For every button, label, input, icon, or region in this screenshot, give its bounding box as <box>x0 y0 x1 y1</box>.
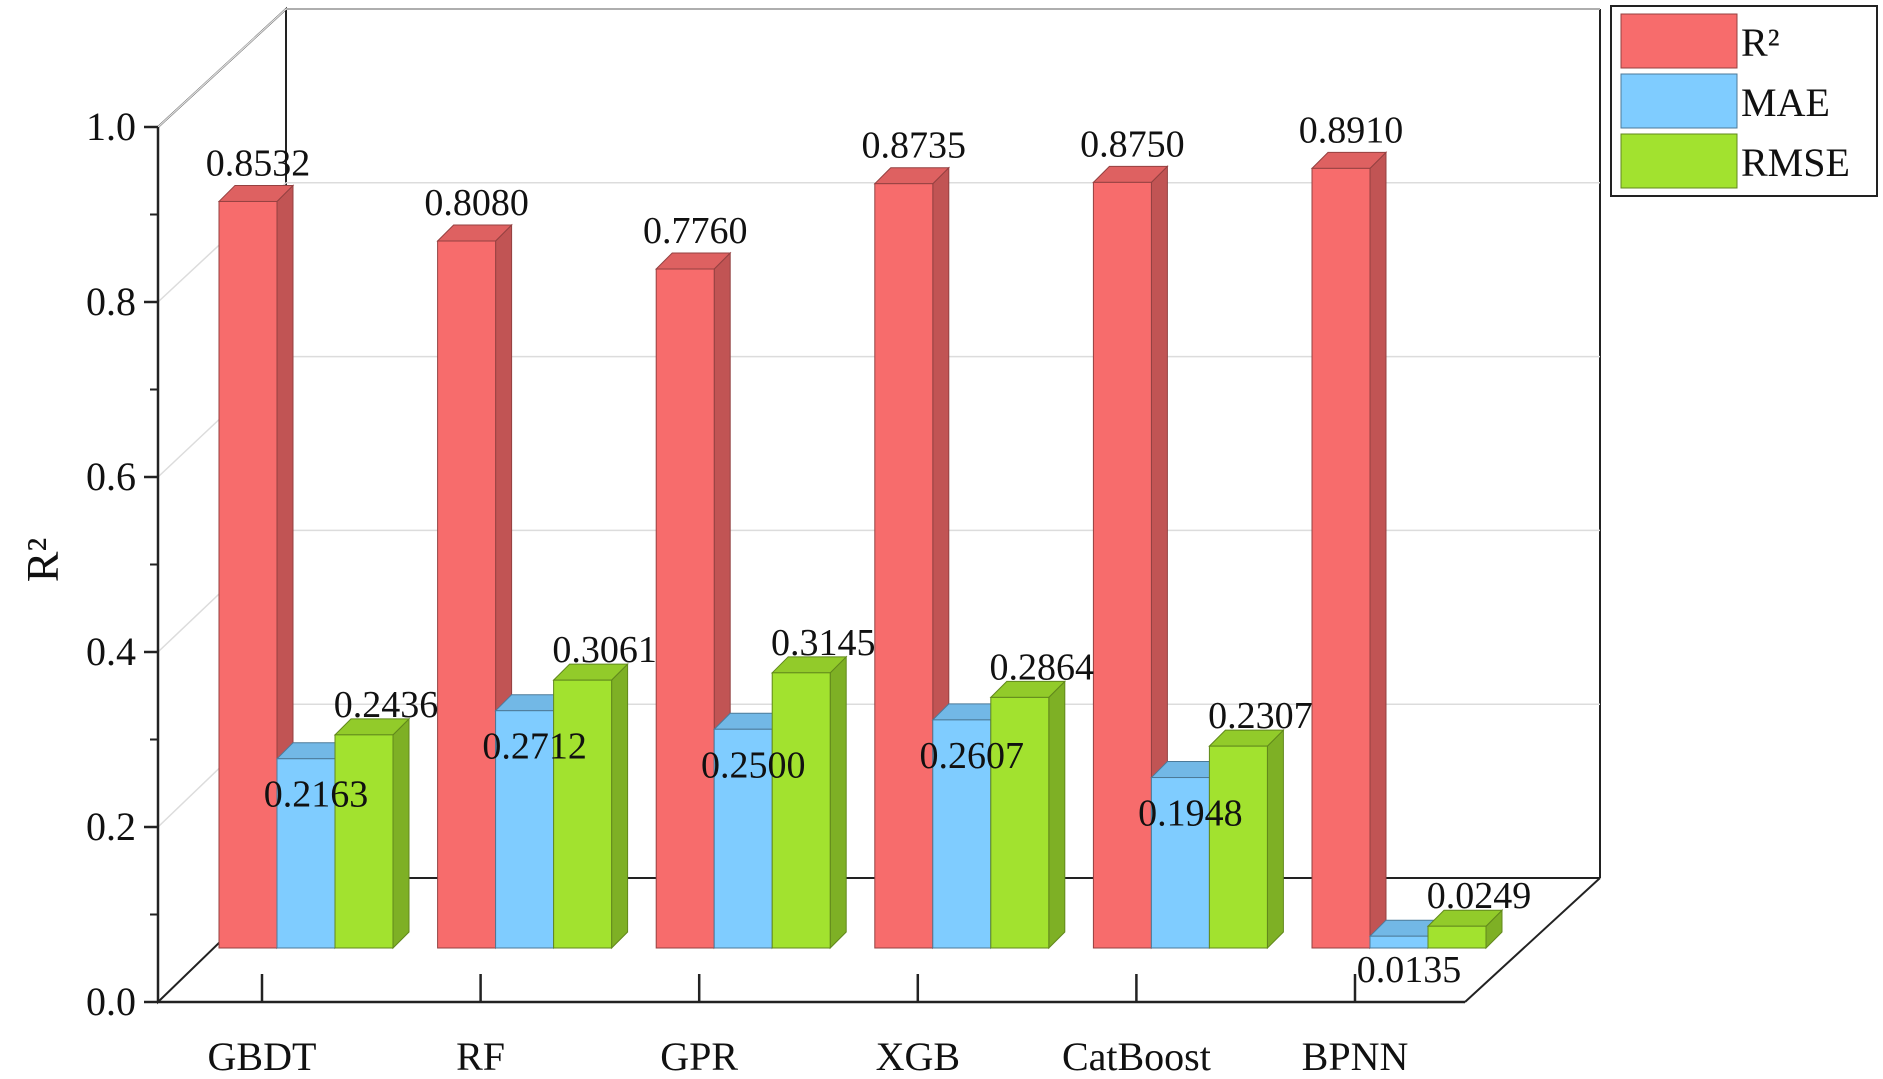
data-label-bpnn-r2: 0.8910 <box>1299 109 1404 151</box>
bar-side <box>1369 151 1387 950</box>
data-label-xgb-r2: 0.8735 <box>862 125 967 167</box>
bar-front <box>1150 777 1210 949</box>
bar-rf-r2 <box>436 223 513 950</box>
floor-right-edge <box>1464 877 1601 1003</box>
x-tick-label-2: GPR <box>660 1034 738 1079</box>
legend: R² MAE RMSE <box>1610 5 1878 197</box>
y-axis: 0.0 0.2 0.4 0.6 0.8 1.0 <box>86 104 158 1024</box>
data-label-gpr-r2: 0.7760 <box>643 210 748 252</box>
y-tick-label-3: 0.6 <box>86 454 136 499</box>
gridline-left-5 <box>157 8 287 128</box>
x-tick-label-5: BPNN <box>1302 1034 1409 1079</box>
bar-front <box>1311 167 1371 949</box>
data-label-rf-r2: 0.8080 <box>424 182 529 224</box>
x-axis: GBDT RF GPR XGB CatBoost BPNN <box>208 974 1409 1079</box>
bar-front <box>713 728 773 949</box>
data-label-xgb-rmse: 0.2864 <box>990 646 1095 688</box>
y-tick-label-2: 0.4 <box>86 629 136 674</box>
bar-front <box>874 183 934 949</box>
bar-gbdt-rmse <box>333 717 411 950</box>
bar-side <box>829 655 847 950</box>
y-tick-label-1: 0.2 <box>86 804 136 849</box>
bar-gpr-rmse <box>770 655 848 950</box>
bar-bpnn-rmse <box>1426 909 1504 950</box>
x-tick-label-3: XGB <box>876 1034 960 1079</box>
bar-front <box>1208 745 1268 949</box>
data-label-xgb-mae: 0.2607 <box>920 735 1025 777</box>
y-tick-label-4: 0.8 <box>86 279 136 324</box>
data-label-rf-rmse: 0.3061 <box>552 629 657 671</box>
bar-front <box>771 672 831 949</box>
bar-front <box>334 734 394 949</box>
data-labels: 0.8532 0.2163 0.2436 0.8080 0.2712 0.3061 0.77… <box>206 109 1532 991</box>
bar-front <box>218 200 278 949</box>
legend-label-mae: MAE <box>1741 80 1830 125</box>
bar-side <box>1048 680 1066 950</box>
bar-rf-rmse <box>552 662 629 950</box>
data-label-gbdt-mae: 0.2163 <box>264 774 369 816</box>
legend-swatch-rmse <box>1620 133 1738 189</box>
x-tick-label-1: RF <box>456 1034 505 1079</box>
bar-front <box>437 240 497 949</box>
bar-catboost-rmse <box>1208 728 1285 950</box>
legend-swatch-mae <box>1620 73 1738 129</box>
x-tick-label-4: CatBoost <box>1062 1034 1211 1079</box>
bar-xgb-rmse <box>989 680 1067 950</box>
data-label-catboost-rmse: 0.2307 <box>1208 695 1313 737</box>
data-label-catboost-r2: 0.8750 <box>1080 123 1185 165</box>
legend-swatch-r2 <box>1620 13 1738 69</box>
bar-front <box>990 696 1050 949</box>
data-label-gpr-rmse: 0.3145 <box>771 622 876 664</box>
bar-bpnn-r2 <box>1310 151 1388 950</box>
data-label-gbdt-r2: 0.8532 <box>206 142 311 184</box>
data-label-catboost-mae: 0.1948 <box>1138 793 1243 835</box>
x-tick-label-0: GBDT <box>208 1034 317 1079</box>
bar-front <box>655 268 715 949</box>
data-label-bpnn-mae: 0.0135 <box>1357 949 1462 991</box>
bar-front <box>932 719 992 949</box>
bar-front <box>553 679 613 949</box>
bar-front <box>1092 181 1152 949</box>
bar-front <box>1369 935 1429 949</box>
bar-catboost-r2 <box>1092 165 1169 950</box>
bar-front <box>1427 925 1487 949</box>
y-tick-label-5: 1.0 <box>86 104 136 149</box>
data-label-gpr-mae: 0.2500 <box>701 744 806 786</box>
legend-label-r2: R² <box>1741 20 1780 65</box>
bar-xgb-r2 <box>873 166 951 950</box>
y-axis-title: R² <box>17 538 68 582</box>
legend-label-rmse: RMSE <box>1741 140 1850 185</box>
data-label-rf-mae: 0.2712 <box>482 726 587 768</box>
bar-side <box>392 717 410 950</box>
data-label-bpnn-rmse: 0.0249 <box>1427 875 1532 917</box>
data-label-gbdt-rmse: 0.2436 <box>334 684 439 726</box>
bar-side <box>611 662 629 950</box>
bars <box>217 151 1504 950</box>
y-tick-label-0: 0.0 <box>86 979 136 1024</box>
bar-side <box>1266 728 1284 950</box>
bar-front <box>495 710 555 949</box>
